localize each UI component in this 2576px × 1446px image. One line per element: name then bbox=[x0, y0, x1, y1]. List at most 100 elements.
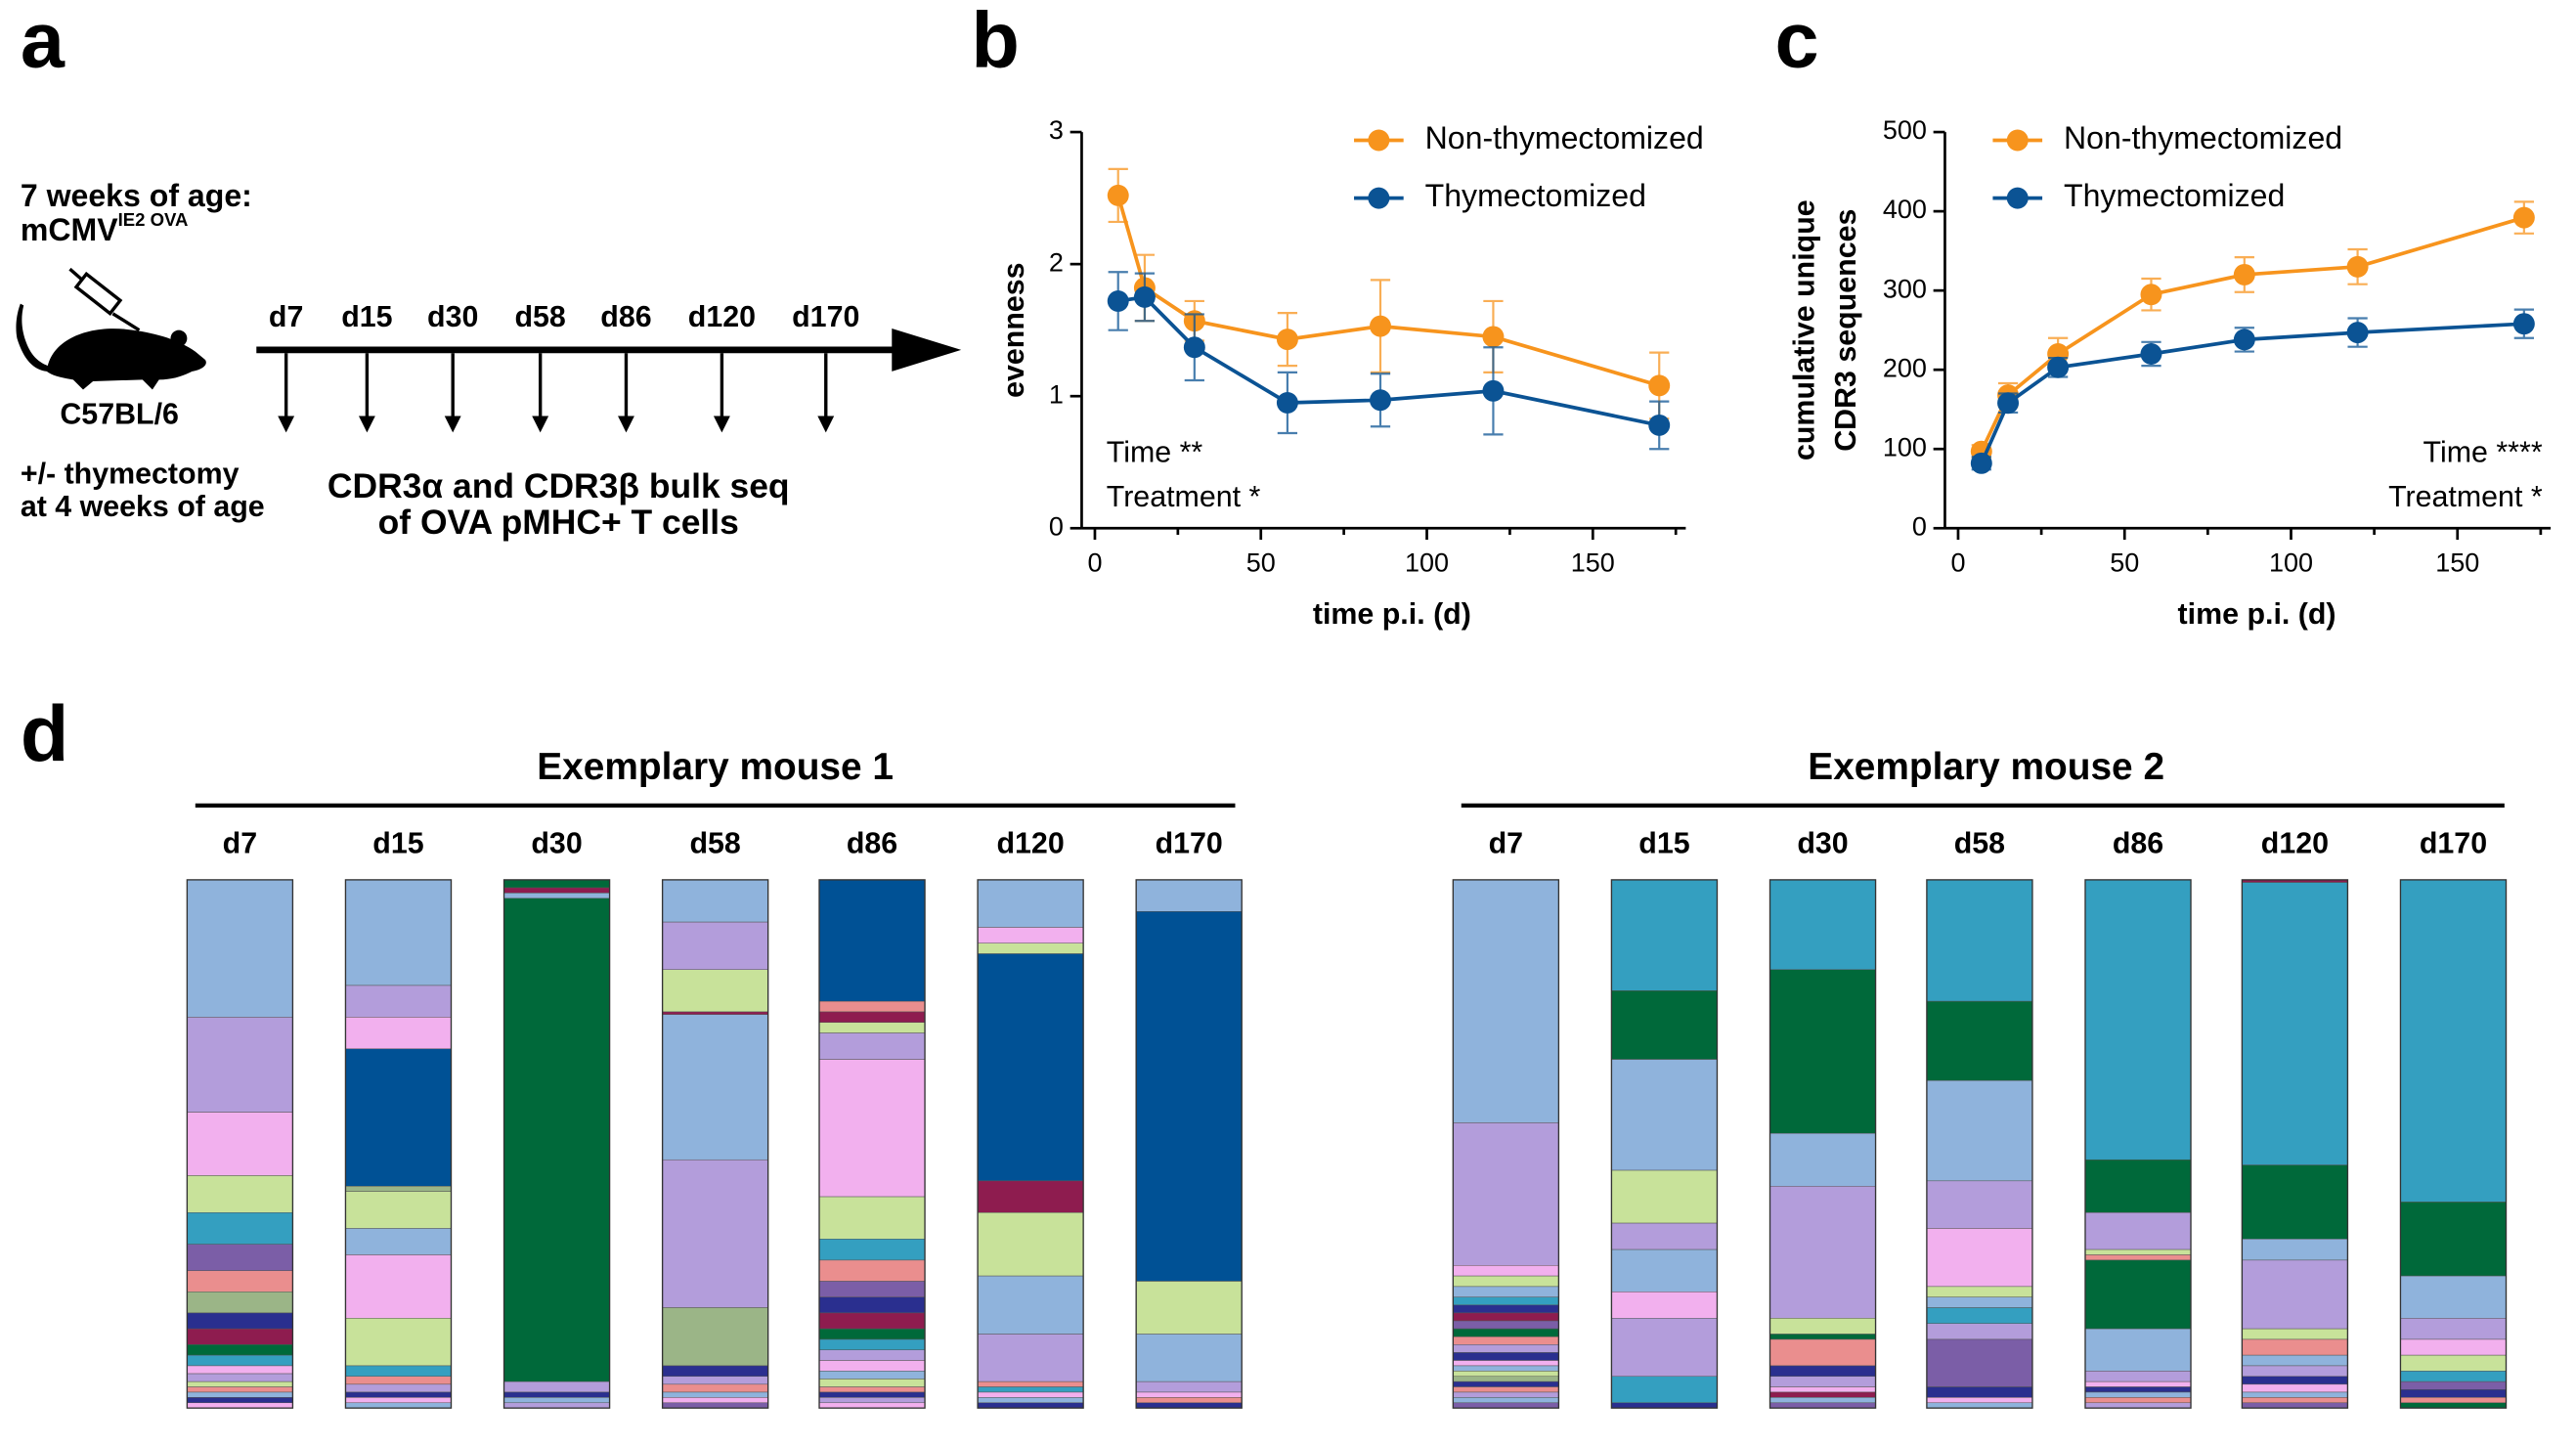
bar-segment bbox=[2084, 1254, 2192, 1261]
bar-outline bbox=[818, 879, 926, 1409]
x-tick-label: 150 bbox=[1571, 548, 1615, 578]
bar-outline bbox=[2084, 879, 2192, 1409]
bar-segment bbox=[1453, 1376, 1559, 1382]
y-tick-label: 1 bbox=[1049, 379, 1064, 409]
bar-segment bbox=[2242, 1164, 2348, 1240]
bar-segment bbox=[503, 879, 610, 889]
bar-segment bbox=[1453, 1365, 1559, 1372]
bar-segment bbox=[662, 1402, 768, 1409]
y-axis-label: evenness bbox=[997, 262, 1030, 397]
y-tick-label: 400 bbox=[1883, 195, 1927, 224]
bar-segment bbox=[1611, 1318, 1718, 1378]
y-tick-label: 0 bbox=[1049, 511, 1064, 541]
series-line bbox=[1115, 195, 1660, 388]
treatment-text: at 4 weeks of age bbox=[21, 490, 265, 523]
timepoint-arrowhead bbox=[278, 416, 295, 433]
bar-segment bbox=[187, 1175, 293, 1213]
bar-segment bbox=[2400, 1380, 2507, 1390]
bar-segment bbox=[187, 1244, 293, 1271]
bar-segment bbox=[977, 1212, 1084, 1277]
x-tick-label: 0 bbox=[1087, 548, 1102, 578]
bar-segment bbox=[345, 879, 452, 986]
readout-text: CDR3α and CDR3β bulk seq bbox=[327, 466, 790, 505]
bar-segment bbox=[187, 1391, 293, 1398]
bar-segment bbox=[1769, 879, 1876, 970]
bar-segment bbox=[1611, 879, 1718, 991]
bar-segment bbox=[2242, 1239, 2348, 1261]
y-tick-label: 3 bbox=[1049, 115, 1064, 145]
panel-letter: b bbox=[971, 0, 1020, 85]
virus-text: mCMVIE2 OVA bbox=[21, 209, 189, 247]
bar-segment bbox=[818, 1239, 926, 1261]
bar-segment bbox=[1453, 1386, 1559, 1393]
bar-segment bbox=[977, 942, 1084, 954]
bar-segment bbox=[1135, 1334, 1243, 1382]
bar-segment bbox=[1453, 1312, 1559, 1322]
bar-segment bbox=[345, 1365, 452, 1378]
bar-segment bbox=[345, 1228, 452, 1255]
bar-segment bbox=[187, 1354, 293, 1367]
bar-segment bbox=[503, 1391, 610, 1398]
data-point bbox=[1133, 285, 1156, 308]
bar-segment bbox=[1135, 1397, 1243, 1404]
bar-segment bbox=[345, 1017, 452, 1050]
bar-segment bbox=[818, 1022, 926, 1033]
timepoint-arrowhead bbox=[713, 416, 730, 433]
bar-segment bbox=[1453, 1265, 1559, 1277]
bar-segment bbox=[1769, 1402, 1876, 1409]
bar-segment bbox=[1926, 1228, 2033, 1288]
bar-segment bbox=[818, 1059, 926, 1198]
bar-segment bbox=[818, 1386, 926, 1393]
bar-segment bbox=[1611, 990, 1718, 1060]
data-point bbox=[1370, 389, 1391, 412]
data-point bbox=[2140, 284, 2162, 306]
bar-segment bbox=[2400, 1397, 2507, 1404]
bar-outline bbox=[1926, 879, 2033, 1409]
data-point bbox=[2140, 343, 2162, 365]
data-point bbox=[1276, 391, 1298, 414]
data-point bbox=[2346, 255, 2369, 278]
bar-segment bbox=[662, 1376, 768, 1385]
bar-label: d58 bbox=[689, 826, 740, 859]
bar-segment bbox=[2084, 1249, 2192, 1255]
bar-segment bbox=[2242, 1354, 2348, 1367]
bar-segment bbox=[503, 887, 610, 894]
timepoint-arrowhead bbox=[618, 416, 634, 433]
bar-segment bbox=[1453, 1397, 1559, 1404]
bar-segment bbox=[1769, 1318, 1876, 1335]
bar-label: d30 bbox=[1797, 826, 1848, 859]
bar-segment bbox=[345, 1185, 452, 1192]
bar-segment bbox=[1453, 879, 1559, 1123]
readout-text: of OVA pMHC+ T cells bbox=[378, 503, 739, 542]
bar-segment bbox=[2242, 1397, 2348, 1404]
bar-segment bbox=[1769, 1185, 1876, 1319]
bar-segment bbox=[1926, 1402, 2033, 1409]
bar-segment bbox=[818, 1328, 926, 1340]
bar-segment bbox=[1926, 879, 2033, 1002]
legend-label: Non-thymectomized bbox=[2064, 120, 2342, 155]
timepoint-label: d86 bbox=[600, 300, 651, 333]
bar-segment bbox=[2084, 1371, 2192, 1382]
data-point bbox=[1648, 374, 1671, 397]
bar-segment bbox=[977, 1180, 1084, 1213]
x-tick-label: 150 bbox=[2435, 548, 2479, 578]
bar-segment bbox=[187, 1270, 293, 1293]
bar-label: d30 bbox=[531, 826, 582, 859]
bar-segment bbox=[1769, 1386, 1876, 1393]
bar-segment bbox=[662, 1365, 768, 1378]
bar-segment bbox=[1453, 1344, 1559, 1353]
annotation: Treatment * bbox=[1107, 480, 1261, 513]
bar-segment bbox=[1453, 1275, 1559, 1288]
bar-segment bbox=[1453, 1352, 1559, 1361]
bar-segment bbox=[977, 1402, 1084, 1409]
x-tick-label: 100 bbox=[1405, 548, 1449, 578]
panel-letter: a bbox=[21, 0, 65, 85]
bar-segment bbox=[503, 1402, 610, 1409]
bar-segment bbox=[1926, 1296, 2033, 1308]
bar-segment bbox=[818, 1281, 926, 1297]
x-tick-label: 100 bbox=[2269, 548, 2313, 578]
bar-segment bbox=[345, 1048, 452, 1187]
bar-segment bbox=[2242, 1259, 2348, 1330]
bar-label: d7 bbox=[1489, 826, 1523, 859]
